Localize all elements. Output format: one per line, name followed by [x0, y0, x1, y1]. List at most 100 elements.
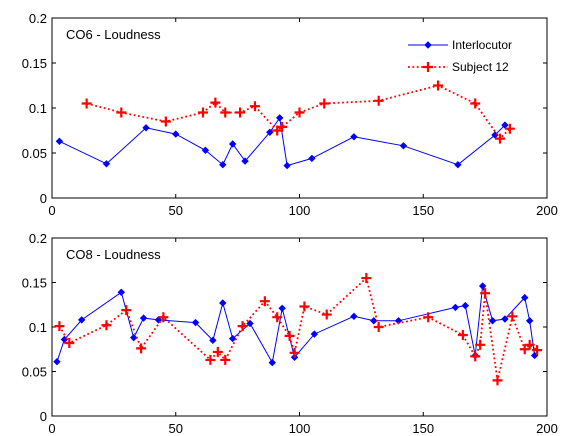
data-point-interlocutor — [454, 160, 462, 169]
data-point-interlocutor — [478, 282, 487, 290]
data-point-interlocutor — [129, 333, 138, 342]
data-point-subject — [284, 330, 295, 341]
data-point-subject — [373, 322, 384, 332]
data-point-subject — [373, 95, 384, 106]
y-tick-label: 0 — [40, 191, 47, 206]
data-point-subject — [423, 312, 434, 323]
x-tick-label: 150 — [412, 421, 434, 436]
data-point-interlocutor — [219, 160, 227, 169]
data-point-subject — [299, 301, 310, 312]
data-point-interlocutor — [370, 317, 378, 325]
data-point-subject — [433, 80, 444, 91]
data-point-subject — [220, 354, 231, 365]
data-point-interlocutor — [139, 314, 148, 322]
chart-title: CO8 - Loudness — [66, 247, 161, 262]
data-point-subject — [475, 339, 486, 350]
data-point-subject — [321, 309, 332, 320]
data-point-subject — [121, 305, 132, 316]
series-line-subject — [86, 84, 511, 140]
data-point-interlocutor — [219, 299, 227, 307]
data-point-interlocutor — [172, 130, 180, 138]
data-point-interlocutor — [525, 317, 534, 325]
data-point-interlocutor — [399, 142, 408, 150]
plot-area-co8 — [51, 237, 548, 417]
data-point-subject — [259, 296, 270, 307]
data-point-subject — [504, 123, 515, 134]
series-line-subject — [58, 276, 538, 381]
data-point-interlocutor — [142, 124, 150, 132]
data-point-interlocutor — [241, 157, 249, 165]
data-point-subject — [480, 288, 491, 299]
x-tick-label: 0 — [48, 203, 55, 218]
data-point-interlocutor — [117, 288, 126, 296]
data-point-interlocutor — [501, 315, 509, 323]
x-tick-label: 200 — [536, 421, 558, 436]
data-point-interlocutor — [201, 146, 210, 155]
data-point-subject — [470, 351, 481, 362]
y-tick-label: 0.15 — [22, 56, 47, 71]
data-point-interlocutor — [191, 318, 200, 327]
data-point-interlocutor — [310, 330, 319, 338]
data-point-interlocutor — [451, 303, 460, 312]
data-point-subject — [249, 101, 260, 112]
data-point-interlocutor — [275, 114, 284, 122]
data-point-subject — [361, 273, 372, 284]
data-point-subject — [294, 107, 305, 118]
data-point-interlocutor — [53, 358, 61, 366]
data-point-subject — [494, 133, 505, 144]
x-tick-label: 150 — [412, 203, 434, 218]
y-tick-label: 0.1 — [29, 101, 47, 116]
data-point-subject — [519, 344, 530, 355]
y-tick-label: 0.2 — [29, 11, 47, 26]
x-tick-label: 200 — [536, 203, 558, 218]
chart-title: CO6 - Loudness — [66, 27, 161, 42]
data-point-interlocutor — [461, 301, 470, 310]
chart-panel-co8: 0 50 100 150 200 0 0.05 0.1 0.15 0.2 CO8 - Loudnes… — [22, 231, 558, 436]
data-point-subject — [116, 107, 127, 118]
data-point-subject — [158, 312, 169, 323]
x-tick-label: 50 — [169, 203, 183, 218]
y-tick-label: 0 — [40, 409, 47, 424]
x-tick-label: 100 — [289, 203, 311, 218]
data-point-subject — [237, 321, 248, 332]
legend-label: Interlocutor — [452, 38, 512, 52]
data-point-subject — [220, 107, 231, 118]
data-point-interlocutor — [350, 133, 358, 141]
data-point-subject — [277, 121, 288, 132]
y-tick-label: 0.15 — [22, 276, 47, 291]
data-point-subject — [54, 321, 65, 332]
data-point-interlocutor — [283, 161, 291, 170]
data-point-subject — [205, 354, 216, 365]
data-point-subject — [532, 345, 543, 356]
data-point-interlocutor — [102, 160, 111, 168]
data-point-interlocutor — [268, 358, 276, 367]
data-point-subject — [160, 116, 171, 127]
data-point-subject — [457, 330, 468, 341]
y-tick-label: 0.2 — [29, 231, 47, 246]
x-tick-label: 100 — [289, 421, 311, 436]
legend-marker — [424, 41, 432, 49]
data-point-subject — [524, 339, 535, 350]
data-point-subject — [210, 97, 221, 108]
x-tick-label: 50 — [169, 421, 183, 436]
legend-marker — [423, 62, 433, 72]
data-point-subject — [81, 98, 92, 109]
data-point-subject — [64, 338, 75, 349]
legend: Interlocutor Subject 12 — [408, 38, 512, 74]
data-point-interlocutor — [350, 312, 358, 321]
data-point-subject — [235, 107, 246, 118]
data-point-subject — [101, 320, 112, 331]
data-point-interlocutor — [521, 293, 529, 302]
y-tick-label: 0.1 — [29, 320, 47, 335]
data-point-interlocutor — [228, 334, 237, 343]
data-point-interlocutor — [209, 336, 217, 345]
data-point-subject — [197, 107, 208, 118]
data-point-interlocutor — [77, 316, 86, 324]
data-point-interlocutor — [266, 128, 274, 137]
data-point-interlocutor — [228, 140, 237, 148]
data-point-subject — [492, 375, 503, 386]
data-point-subject — [212, 346, 223, 357]
data-point-interlocutor — [246, 319, 254, 328]
data-point-subject — [289, 347, 300, 358]
